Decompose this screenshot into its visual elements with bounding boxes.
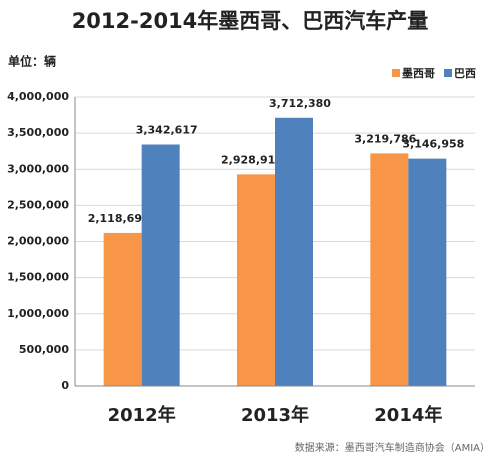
x-tick-label: 2013年	[241, 404, 309, 426]
y-tick-label: 1,500,000	[7, 271, 69, 284]
y-tick-label: 1,000,000	[7, 307, 69, 320]
y-unit: 单位：辆	[8, 54, 56, 69]
legend-swatch	[392, 69, 400, 77]
chart-title: 2012-2014年墨西哥、巴西汽车产量	[72, 9, 429, 33]
x-tick-label: 2014年	[374, 404, 442, 426]
source-note: 数据来源：墨西哥汽车制造商协会（AMIA）	[295, 441, 490, 454]
legend-label: 墨西哥	[402, 67, 435, 80]
y-tick-label: 3,500,000	[7, 126, 69, 139]
bar	[141, 144, 180, 386]
x-tick-label: 2012年	[108, 404, 176, 426]
y-tick-label: 2,500,000	[7, 198, 69, 211]
bar	[370, 153, 409, 386]
bar	[237, 174, 275, 386]
value-label: 3,219,786	[354, 132, 416, 145]
y-tick-label: 2,000,000	[7, 235, 69, 248]
y-tick-label: 4,000,000	[7, 90, 69, 103]
y-tick-label: 500,000	[19, 343, 69, 356]
value-label: 3,712,380	[269, 97, 331, 110]
value-label: 3,342,617	[136, 123, 198, 136]
bar	[275, 117, 313, 386]
y-tick-label: 0	[61, 379, 69, 392]
bar	[408, 158, 447, 386]
legend-label: 巴西	[454, 67, 476, 80]
value-label: 2,118,694	[88, 212, 150, 225]
legend-swatch	[444, 69, 452, 77]
bar	[103, 232, 142, 386]
value-label: 2,928,911	[221, 153, 283, 166]
value-label: 3,146,958	[402, 138, 464, 151]
y-tick-label: 3,000,000	[7, 162, 69, 175]
